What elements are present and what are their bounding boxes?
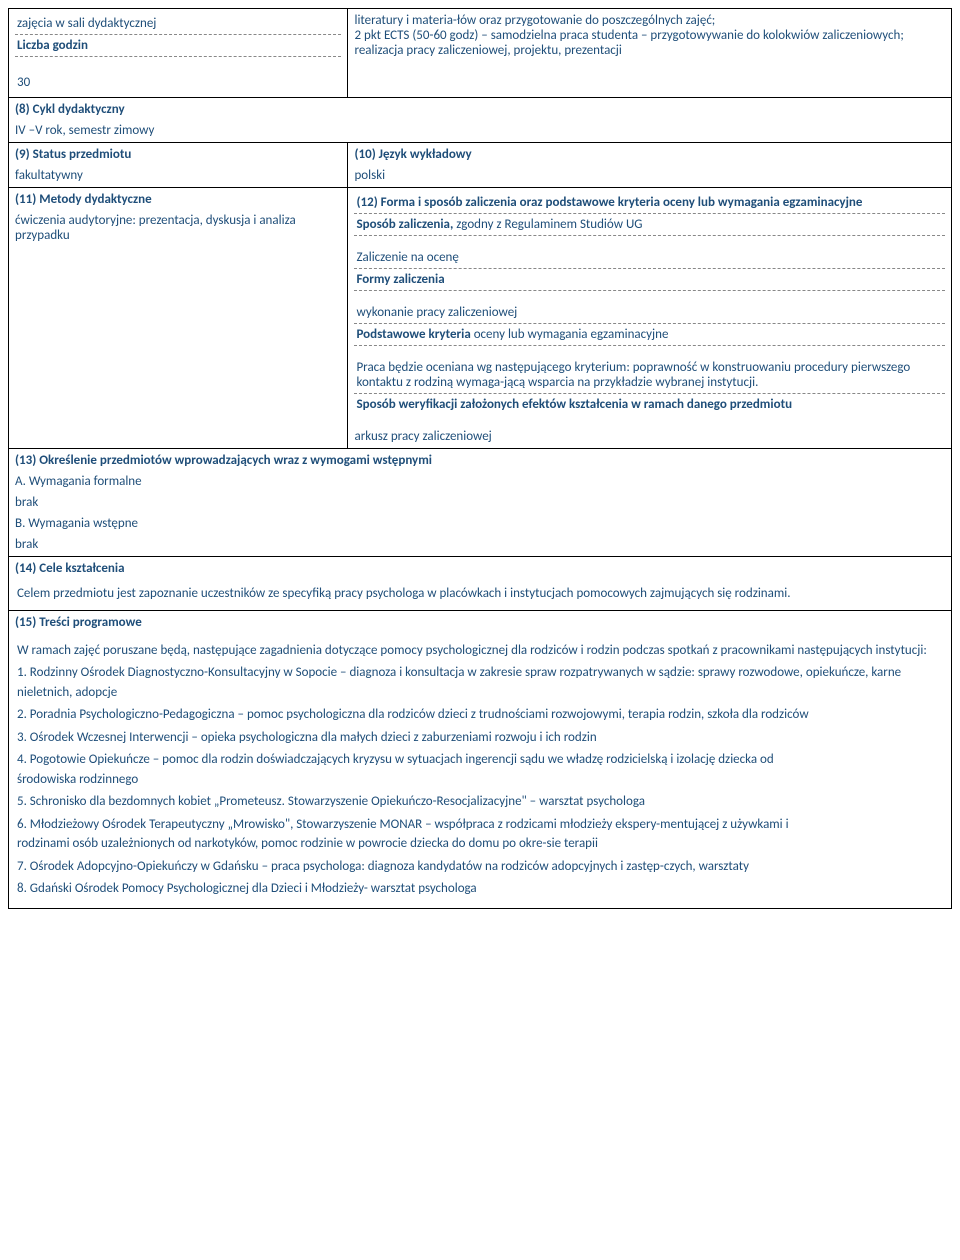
s10-value: polski (354, 168, 945, 183)
s12-b5-text: oceny lub wymagania egzaminacyjne (471, 327, 669, 342)
section-9: (9) Status przedmiotu fakultatywny (9, 143, 348, 188)
s15-item: 4. Pogotowie Opiekuńcze – pomoc dla rodz… (17, 750, 943, 789)
s15-items: 1. Rodzinny Ośrodek Diagnostyczno-Konsul… (17, 663, 943, 899)
section-11: (11) Metody dydaktyczne ćwiczenia audyto… (9, 188, 348, 449)
s13-b-label: B. Wymagania wstępne (15, 516, 945, 531)
section-8: (8) Cykl dydaktyczny IV –V rok, semestr … (9, 98, 952, 143)
s11-title: (11) Metody dydaktyczne (15, 192, 341, 207)
s12-b5-label: Podstawowe kryteria (356, 327, 470, 342)
s12-b8: arkusz pracy zaliczeniowej (354, 415, 945, 444)
section-15: (15) Treści programowe W ramach zajęć po… (9, 610, 952, 908)
s15-item: 2. Poradnia Psychologiczno-Pedagogiczna … (17, 705, 943, 725)
s14-text: Celem przedmiotu jest zapoznanie uczestn… (15, 582, 945, 606)
s12-b7: Sposób weryfikacji założonych efektów ks… (354, 394, 945, 415)
s13-a-label: A. Wymagania formalne (15, 474, 945, 489)
s15-intro: W ramach zajęć poruszane będą, następują… (17, 641, 943, 661)
hours-label: Liczba godzin (15, 35, 341, 57)
s12-b4: wykonanie pracy zaliczeniowej (354, 291, 945, 324)
s11-value: ćwiczenia audytoryjne: prezentacja, dysk… (15, 213, 341, 243)
s15-item: 7. Ośrodek Adopcyjno-Opiekuńczy w Gdańsk… (17, 857, 943, 877)
section-13: (13) Określenie przedmiotów wprowadzając… (9, 449, 952, 557)
ects-text: literatury i materia-łów oraz przygotowa… (354, 13, 945, 58)
s13-title: (13) Określenie przedmiotów wprowadzając… (15, 453, 945, 468)
s12-b6: Praca będzie oceniana wg następującego k… (354, 346, 945, 394)
s12-b2: Zaliczenie na ocenę (354, 236, 945, 269)
s9-value: fakultatywny (15, 168, 341, 183)
syllabus-table: zajęcia w sali dydaktycznej Liczba godzi… (8, 8, 952, 909)
s12-b3: Formy zaliczenia (354, 269, 945, 291)
section-10: (10) Język wykładowy polski (348, 143, 952, 188)
s8-value: IV –V rok, semestr zimowy (15, 123, 945, 138)
s15-title: (15) Treści programowe (15, 615, 945, 630)
s13-a-value: brak (15, 495, 945, 510)
s15-item: 3. Ośrodek Wczesnej Interwencji – opieka… (17, 728, 943, 748)
s12-b3-label: Formy zaliczenia (356, 272, 444, 287)
top-left-cell: zajęcia w sali dydaktycznej Liczba godzi… (9, 9, 348, 98)
s10-title: (10) Język wykładowy (354, 147, 945, 162)
s12-b1-label: Sposób zaliczenia, (356, 217, 453, 232)
s15-item: 5. Schronisko dla bezdomnych kobiet „Pro… (17, 792, 943, 812)
s12-b1-text: zgodny z Regulaminem Studiów UG (453, 217, 642, 232)
s12-b5: Podstawowe kryteria oceny lub wymagania … (354, 324, 945, 346)
s15-item: 1. Rodzinny Ośrodek Diagnostyczno-Konsul… (17, 663, 943, 702)
s15-item: 8. Gdański Ośrodek Pomocy Psychologiczne… (17, 879, 943, 899)
s15-body: W ramach zajęć poruszane będą, następują… (15, 636, 945, 904)
s13-b-value: brak (15, 537, 945, 552)
s12-title: (12) Forma i sposób zaliczenia oraz pods… (354, 192, 945, 214)
section-14: (14) Cele kształcenia Celem przedmiotu j… (9, 557, 952, 611)
s14-title: (14) Cele kształcenia (15, 561, 945, 576)
hours-value: 30 (15, 57, 341, 93)
top-right-cell: literatury i materia-łów oraz przygotowa… (348, 9, 952, 98)
s8-title: (8) Cykl dydaktyczny (15, 102, 945, 117)
s9-title: (9) Status przedmiotu (15, 147, 341, 162)
s12-b1: Sposób zaliczenia, zgodny z Regulaminem … (354, 214, 945, 236)
s15-item: 6. Młodzieżowy Ośrodek Terapeutyczny „Mr… (17, 815, 943, 854)
class-type: zajęcia w sali dydaktycznej (15, 13, 341, 35)
section-12: (12) Forma i sposób zaliczenia oraz pods… (348, 188, 952, 449)
